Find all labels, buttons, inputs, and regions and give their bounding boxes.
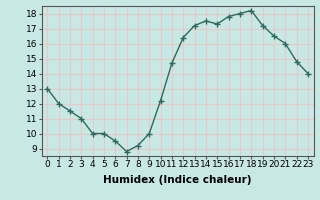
X-axis label: Humidex (Indice chaleur): Humidex (Indice chaleur) (103, 175, 252, 185)
